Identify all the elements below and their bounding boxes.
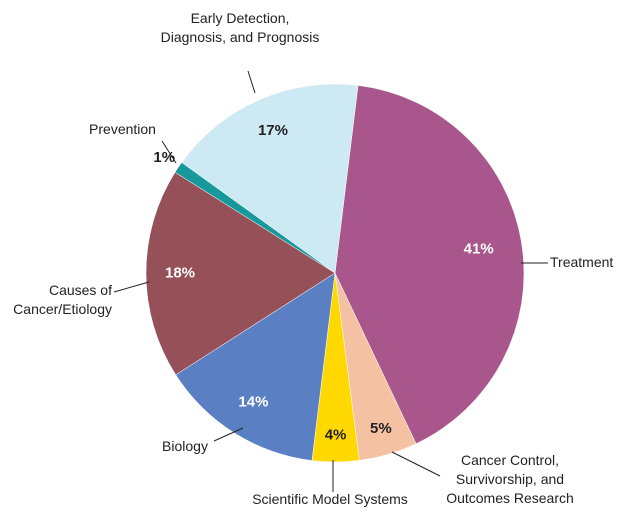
value-label: 41% [464,241,494,258]
category-label: Causes of Cancer/Etiology [13,282,112,317]
value-label: 4% [325,427,347,444]
leader-line [113,281,150,293]
category-label: Prevention [89,121,156,137]
leader-line [247,70,256,94]
leader-line [161,140,177,164]
value-label: 14% [238,394,268,411]
category-label: Treatment [550,254,614,270]
value-label: 5% [370,420,392,437]
leader-line [391,451,441,477]
pie-slice [181,83,359,274]
category-label: Early Detection, Diagnosis, and Prognosi… [160,10,320,45]
category-label: Scientific Model Systems [252,491,408,507]
pie-slice [334,85,525,445]
category-label: Cancer Control, Survivorship, and Outcom… [446,452,574,506]
category-label: Biology [162,438,208,454]
pie-slice [145,171,336,376]
value-label: 17% [258,122,288,139]
value-label: 18% [165,265,195,282]
pie-slice [175,272,336,461]
leader-line [213,427,244,442]
